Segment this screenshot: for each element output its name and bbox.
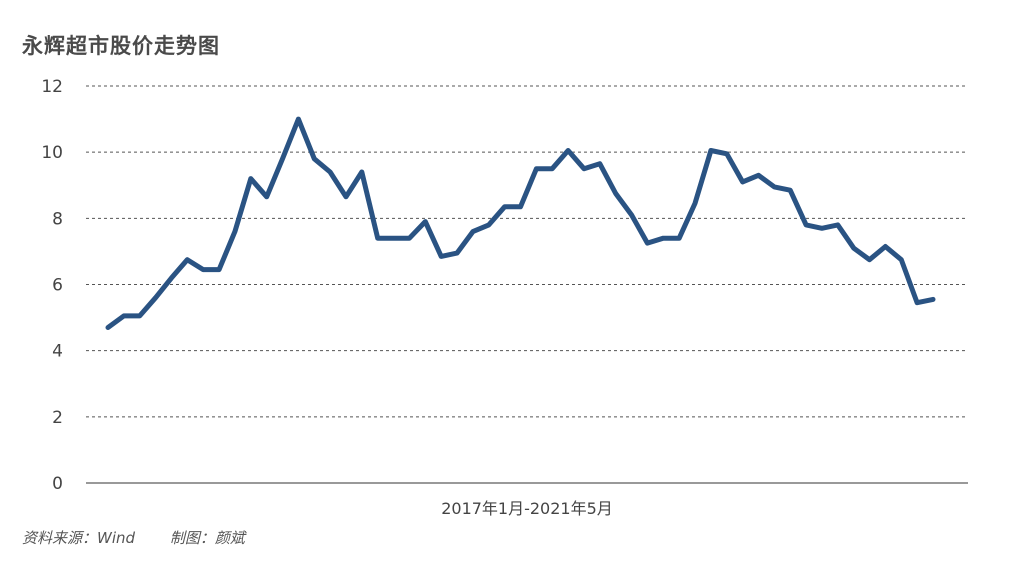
y-tick-label: 10 — [41, 143, 63, 163]
y-tick-label: 4 — [52, 342, 63, 362]
grid-lines — [86, 85, 968, 418]
y-tick-label: 12 — [41, 77, 63, 97]
price-series-line — [105, 116, 936, 330]
series-layer — [105, 116, 936, 330]
y-tick-label: 6 — [52, 276, 63, 296]
x-axis-label: 2017年1月-2021年5月 — [441, 499, 613, 518]
footer: 资料来源：Wind 制图：颜斌 — [22, 527, 245, 548]
y-axis-ticks: 0 2 4 6 8 10 12 — [41, 77, 63, 494]
chart-title: 永辉超市股价走势图 — [22, 34, 220, 58]
y-tick-label: 8 — [52, 209, 63, 229]
y-tick-label: 0 — [52, 474, 63, 494]
source-note: 资料来源：Wind — [22, 529, 136, 547]
author-note: 制图：颜斌 — [169, 529, 245, 547]
y-tick-label: 2 — [52, 408, 63, 428]
